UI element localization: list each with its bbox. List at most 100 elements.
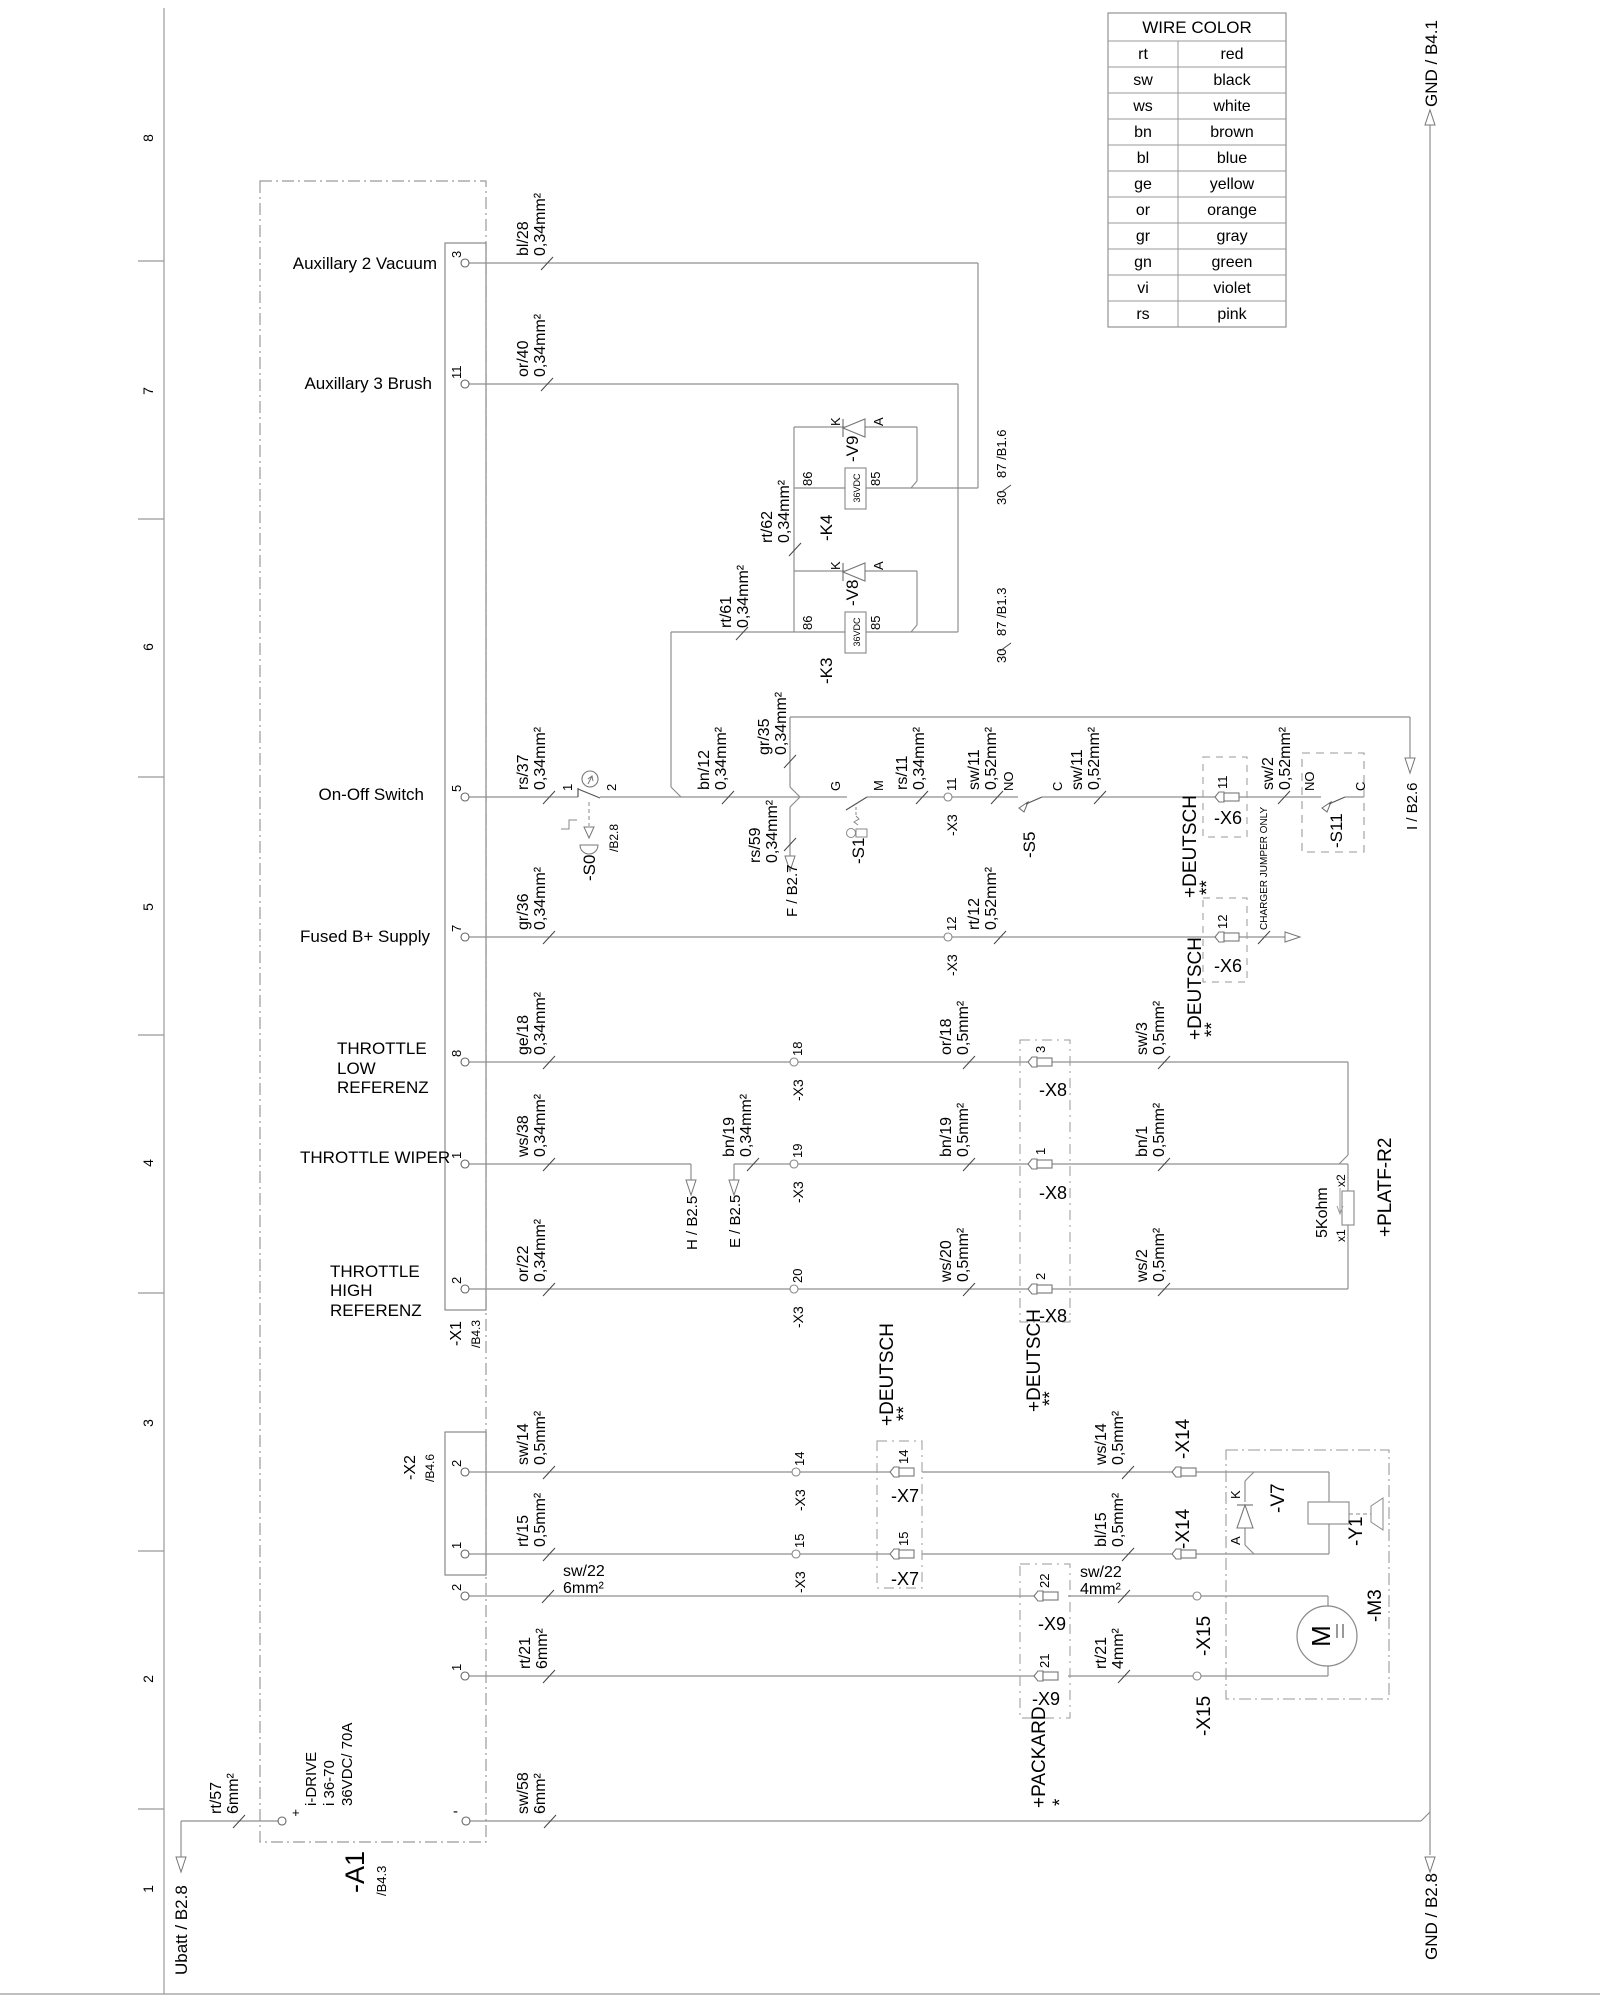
svg-text:ws/38: ws/38 — [515, 1115, 532, 1158]
svg-text:rt: rt — [1138, 46, 1148, 63]
svg-text:-X9: -X9 — [1032, 1689, 1060, 1709]
svg-text:0,34mm²: 0,34mm² — [532, 726, 549, 790]
svg-text:E / B2.5: E / B2.5 — [727, 1195, 744, 1248]
svg-text:2: 2 — [140, 1675, 156, 1683]
svg-text:-X3: -X3 — [944, 954, 960, 976]
svg-text:1: 1 — [560, 784, 575, 791]
svg-text:yellow: yellow — [1210, 176, 1255, 193]
svg-text:rs/37: rs/37 — [515, 754, 532, 790]
svg-text:C: C — [1050, 782, 1065, 791]
svg-text:A: A — [871, 417, 886, 426]
svg-text:gray: gray — [1216, 228, 1247, 245]
svg-text:0,5mm²: 0,5mm² — [1110, 1410, 1127, 1465]
svg-text:0,5mm²: 0,5mm² — [955, 1000, 972, 1055]
svg-text:+PLATF-R2: +PLATF-R2 — [1375, 1138, 1396, 1237]
svg-text:-X1: -X1 — [448, 1321, 465, 1346]
svg-text:87 /B1.6: 87 /B1.6 — [994, 430, 1009, 478]
svg-text:-X15: -X15 — [1194, 1696, 1215, 1736]
svg-text:GND / B2.8: GND / B2.8 — [1422, 1873, 1441, 1960]
svg-text:4mm²: 4mm² — [1110, 1627, 1127, 1669]
svg-text:-S11: -S11 — [1327, 813, 1346, 848]
svg-text:-X9: -X9 — [1038, 1614, 1066, 1634]
svg-text:86: 86 — [800, 472, 815, 486]
svg-text:1: 1 — [449, 1152, 464, 1159]
svg-text:30: 30 — [994, 491, 1009, 505]
svg-text:-X3: -X3 — [792, 1571, 808, 1593]
svg-text:0,34mm²: 0,34mm² — [532, 866, 549, 930]
svg-text:1: 1 — [1033, 1148, 1048, 1155]
svg-text:22: 22 — [1037, 1574, 1052, 1588]
svg-text:x2: x2 — [1334, 1174, 1348, 1187]
svg-text:0,5mm²: 0,5mm² — [1110, 1492, 1127, 1547]
svg-text:rt/12: rt/12 — [966, 898, 983, 930]
svg-text:0,5mm²: 0,5mm² — [532, 1410, 549, 1465]
svg-text:violet: violet — [1213, 280, 1251, 297]
svg-text:rs: rs — [1136, 306, 1149, 323]
svg-text:bn: bn — [1134, 124, 1152, 141]
svg-text:M: M — [1306, 1625, 1336, 1647]
svg-text:0,52mm²: 0,52mm² — [1277, 726, 1294, 790]
svg-text:sw/11: sw/11 — [966, 749, 983, 790]
svg-text:or: or — [1136, 202, 1151, 219]
svg-text:rt/21: rt/21 — [1093, 1637, 1110, 1669]
svg-text:0,34mm²: 0,34mm² — [532, 991, 549, 1055]
svg-text:**: ** — [1040, 1391, 1061, 1406]
svg-text:-X3: -X3 — [790, 1181, 806, 1203]
svg-text:+: + — [292, 1805, 300, 1820]
svg-text:-X3: -X3 — [790, 1079, 806, 1101]
svg-text:gr/36: gr/36 — [515, 893, 532, 930]
svg-text:sw/58: sw/58 — [515, 1772, 532, 1814]
svg-text:Auxillary 3 Brush: Auxillary 3 Brush — [304, 374, 432, 393]
svg-text:-X7: -X7 — [891, 1486, 919, 1506]
svg-text:gn: gn — [1134, 254, 1152, 271]
svg-text:/B4.3: /B4.3 — [374, 1866, 389, 1896]
svg-text:-A1: -A1 — [340, 1851, 370, 1893]
svg-text:36VDC: 36VDC — [852, 473, 862, 503]
svg-text:1: 1 — [449, 1542, 464, 1549]
svg-text:5: 5 — [140, 903, 156, 911]
svg-text:THROTTLE: THROTTLE — [337, 1039, 427, 1058]
svg-text:ge: ge — [1134, 176, 1152, 193]
svg-text:20: 20 — [790, 1269, 805, 1283]
svg-text:pink: pink — [1217, 306, 1247, 323]
svg-text:THROTTLE: THROTTLE — [330, 1262, 420, 1281]
svg-text:0,34mm²: 0,34mm² — [738, 1093, 755, 1157]
svg-text:GND / B4.1: GND / B4.1 — [1422, 20, 1441, 107]
svg-text:15: 15 — [792, 1534, 807, 1548]
svg-text:4mm²: 4mm² — [1080, 1581, 1122, 1598]
svg-text:21: 21 — [1037, 1654, 1052, 1668]
svg-text:-X8: -X8 — [1039, 1080, 1067, 1100]
svg-text:black: black — [1213, 72, 1251, 89]
svg-text:0,5mm²: 0,5mm² — [532, 1492, 549, 1547]
svg-text:-X15: -X15 — [1194, 1616, 1215, 1656]
svg-text:gr: gr — [1136, 228, 1151, 245]
svg-text:-X3: -X3 — [792, 1489, 808, 1511]
svg-text:-X3: -X3 — [790, 1306, 806, 1328]
svg-text:0,5mm²: 0,5mm² — [1151, 1000, 1168, 1055]
svg-text:CHARGER JUMPER ONLY: CHARGER JUMPER ONLY — [1259, 807, 1270, 930]
svg-text:orange: orange — [1207, 202, 1257, 219]
svg-text:bn/1: bn/1 — [1134, 1126, 1151, 1157]
svg-text:NO: NO — [1302, 772, 1317, 792]
svg-text:ws/2: ws/2 — [1134, 1249, 1151, 1283]
svg-text:A: A — [1228, 1536, 1243, 1545]
svg-text:-: - — [453, 1803, 458, 1820]
svg-text:-X8: -X8 — [1039, 1183, 1067, 1203]
svg-text:G: G — [828, 781, 843, 791]
svg-text:-V8: -V8 — [843, 580, 862, 606]
svg-text:ws/20: ws/20 — [938, 1240, 955, 1283]
svg-text:-S5: -S5 — [1020, 832, 1039, 858]
svg-text:0,5mm²: 0,5mm² — [1151, 1227, 1168, 1282]
svg-text:-X14: -X14 — [1173, 1418, 1194, 1459]
svg-text:C: C — [1353, 782, 1368, 791]
svg-text:On-Off Switch: On-Off Switch — [319, 785, 425, 804]
svg-text:**: ** — [1202, 1022, 1223, 1037]
svg-text:11: 11 — [449, 366, 464, 380]
svg-text:red: red — [1220, 46, 1243, 63]
svg-text:or/22: or/22 — [515, 1245, 532, 1282]
svg-text:bn/19: bn/19 — [938, 1117, 955, 1157]
svg-text:0,34mm²: 0,34mm² — [713, 726, 730, 790]
svg-text:+DEUTSCH: +DEUTSCH — [1024, 1309, 1045, 1412]
svg-text:18: 18 — [790, 1042, 805, 1056]
svg-text:i 36-70: i 36-70 — [321, 1760, 338, 1806]
